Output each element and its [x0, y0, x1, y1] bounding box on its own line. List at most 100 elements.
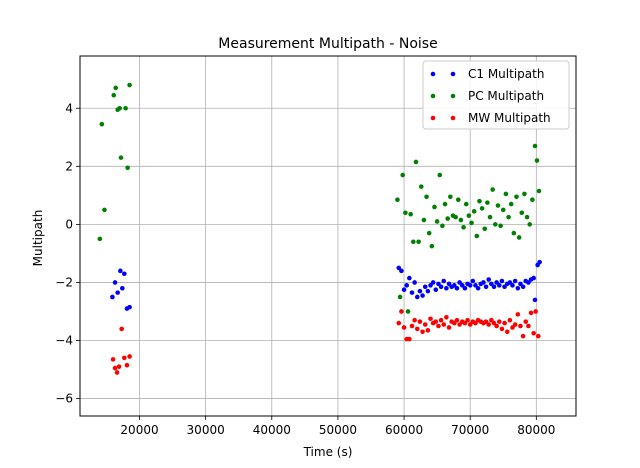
x-tick-label: 60000 [385, 423, 423, 437]
data-point [408, 211, 413, 217]
data-point [531, 275, 536, 281]
x-axis-label: Time (s) [303, 445, 353, 459]
data-point [99, 121, 105, 127]
data-point [401, 325, 407, 330]
data-point [489, 281, 494, 287]
data-point [461, 224, 466, 230]
axis-ticks: 20000 30000 40000 50000 60000 70000 80000 −6 −4 −… [55, 101, 555, 437]
data-point [118, 155, 124, 160]
legend-item: PC Multipath [430, 89, 544, 103]
data-point [465, 317, 470, 323]
data-point [409, 290, 415, 295]
data-point [433, 319, 439, 324]
data-point [436, 281, 441, 287]
data-point [446, 281, 452, 287]
y-tick-label: 2 [65, 159, 73, 173]
data-point [454, 285, 460, 291]
data-point [412, 280, 417, 285]
legend-label: C1 Multipath [468, 67, 544, 81]
data-point [510, 325, 515, 330]
data-point [508, 201, 514, 207]
legend-marker [430, 71, 436, 77]
series-3 [110, 309, 541, 375]
data-point [452, 320, 457, 326]
legend-marker [450, 93, 456, 99]
legend-marker [450, 115, 456, 121]
data-point [407, 336, 412, 342]
series-1 [110, 259, 542, 311]
data-point [97, 236, 103, 242]
data-point [526, 280, 531, 285]
data-point [490, 187, 495, 192]
data-point [118, 268, 123, 274]
data-point [411, 239, 416, 245]
data-point [483, 284, 489, 290]
data-point [446, 325, 452, 330]
data-point [421, 217, 427, 223]
data-point [467, 283, 473, 288]
data-point [537, 259, 542, 265]
data-point [486, 322, 492, 327]
data-point [413, 159, 419, 165]
data-point [111, 92, 117, 98]
y-tick-label: −2 [55, 275, 73, 289]
data-point [425, 288, 431, 294]
data-point [396, 265, 402, 271]
data-point [120, 285, 125, 291]
data-point [495, 203, 501, 208]
data-point [110, 357, 116, 362]
data-point [102, 207, 107, 213]
data-point [420, 293, 425, 298]
data-point [503, 191, 509, 197]
legend-label: PC Multipath [468, 89, 544, 103]
data-point [519, 210, 525, 216]
data-point [483, 319, 489, 324]
data-point [481, 280, 486, 285]
data-point [430, 280, 436, 285]
data-point [532, 143, 538, 149]
data-point [532, 297, 538, 303]
data-point [502, 284, 507, 290]
data-point [486, 277, 492, 282]
data-point [494, 323, 499, 329]
data-point [462, 285, 468, 291]
data-point [433, 287, 439, 293]
data-point [422, 322, 428, 327]
data-point [416, 239, 421, 245]
data-point [457, 280, 462, 285]
data-point [428, 316, 433, 322]
data-point [534, 158, 540, 163]
data-point [123, 105, 128, 111]
data-point [511, 230, 517, 236]
data-point [533, 309, 538, 314]
data-point [395, 197, 400, 203]
data-point [432, 204, 437, 210]
data-point [510, 283, 515, 288]
data-point [424, 194, 429, 200]
data-point [458, 217, 464, 223]
data-point [425, 328, 431, 333]
data-point [462, 320, 468, 326]
data-point [526, 323, 531, 329]
legend: C1 Multipath PC Multipath MW Multipath [422, 60, 570, 130]
data-point [471, 209, 477, 214]
data-point [125, 165, 130, 171]
data-point [403, 210, 408, 216]
data-point [507, 280, 513, 285]
data-point [507, 317, 513, 323]
data-point [482, 226, 488, 232]
data-point [124, 362, 130, 368]
y-tick-label: 4 [65, 101, 73, 115]
x-tick-label: 20000 [120, 423, 158, 437]
data-point [404, 283, 409, 288]
data-point [493, 222, 498, 227]
data-point [420, 329, 425, 335]
data-point [463, 201, 469, 207]
data-point [491, 320, 497, 326]
data-point [457, 322, 462, 327]
data-point [498, 223, 503, 229]
data-point [512, 322, 518, 327]
data-point [428, 283, 433, 288]
data-point [518, 323, 523, 329]
